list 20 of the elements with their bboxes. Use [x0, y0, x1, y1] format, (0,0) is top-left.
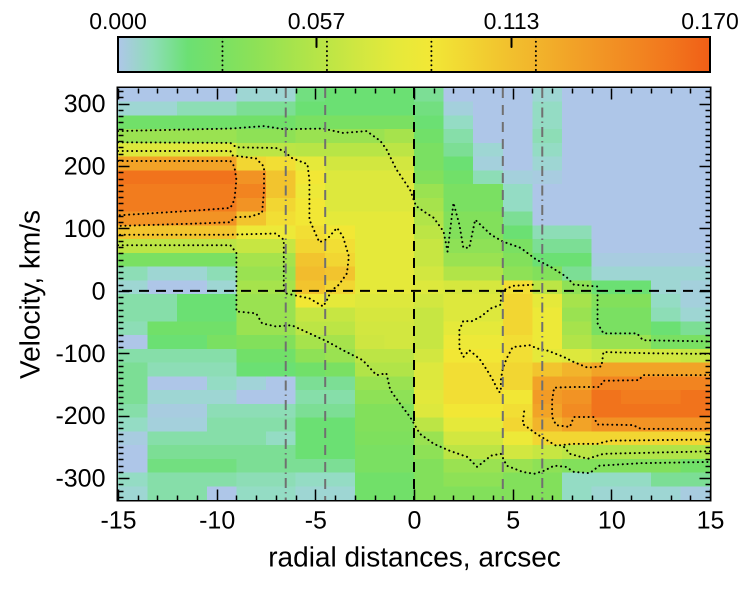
x-tick-label: -15: [100, 506, 137, 534]
y-tick-label: -100: [55, 340, 106, 368]
x-tick-label: -10: [199, 506, 236, 534]
y-tick-label: 0: [92, 277, 106, 306]
x-axis-title: radial distances, arcsec: [268, 542, 561, 572]
y-tick-label: 100: [64, 214, 106, 243]
y-tick-label: -300: [55, 464, 106, 493]
y-axis-title: Velocity, km/s: [14, 210, 46, 380]
color-bar-label: 0.113: [484, 8, 540, 34]
color-bar-label: 0.170: [681, 8, 738, 34]
color-bar-label: 0.057: [288, 8, 346, 34]
y-tick-label: 200: [64, 152, 106, 181]
x-tick-label: 5: [506, 506, 520, 534]
y-tick-label: 300: [64, 90, 106, 118]
y-tick-label: -200: [55, 402, 106, 430]
x-tick-label: 10: [598, 506, 626, 534]
x-tick-label: 0: [408, 506, 422, 534]
x-tick-label: -5: [304, 506, 327, 534]
color-bar-label: 0.000: [89, 8, 147, 34]
x-tick-label: 15: [696, 506, 724, 534]
